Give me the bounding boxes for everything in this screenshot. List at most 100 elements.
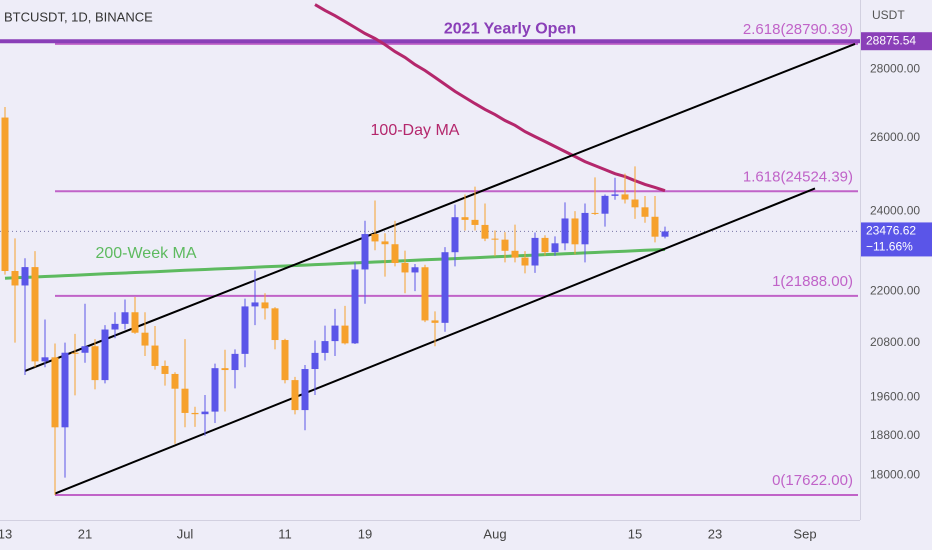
candle-body [491,238,499,240]
candle-body [461,217,469,220]
candle-body [331,325,339,342]
x-tick-label: 21 [78,526,92,541]
candle-body [31,267,39,362]
candle-body [641,207,649,217]
symbol-title: BTCUSDT, 1D, BINANCE [4,9,153,24]
y-tick-label: 19600.00 [870,389,920,403]
x-tick-label: 23 [708,526,722,541]
candle-body [281,340,289,381]
candle-body [591,212,599,214]
x-tick-label: 13 [0,526,12,541]
candle-body [361,234,369,270]
candle-body [111,323,119,330]
candle-body [231,353,239,371]
candle-body [501,239,509,251]
x-tick-label: 15 [628,526,642,541]
candle-body [521,257,529,266]
candle-body [391,244,399,263]
y-tick-label: 24000.00 [870,203,920,217]
candle-body [561,218,569,244]
candle-body [131,312,139,333]
candle-body [11,271,19,286]
x-tick-label: 19 [358,526,372,541]
candle-body [321,341,329,353]
fib-label: 1(21888.00) [772,273,853,290]
candle-body [81,346,89,353]
yearly-open-price: 28875.54 [866,33,916,47]
candle-body [291,380,299,411]
candle-body [201,411,209,415]
candle-body [41,357,49,362]
ma-label: 200-Week MA [95,245,196,262]
currency-label: USDT [872,8,905,22]
candle-body [481,224,489,239]
x-tick-label: 11 [278,526,292,541]
candle-body [381,241,389,245]
x-tick-label: Aug [483,526,506,541]
y-tick-label: 18800.00 [870,428,920,442]
candle-body [611,194,619,196]
candle-body [621,194,629,200]
candle-body [161,365,169,374]
candle-body [451,217,459,253]
last-price: 23476.62 [866,224,916,238]
candle-body [531,237,539,266]
yearly-open-box [861,32,932,51]
candle-body [441,252,449,323]
x-tick-label: Sep [793,526,816,541]
price-change: −11.66% [866,240,913,254]
candle-body [191,412,199,415]
candle-body [241,306,249,354]
fib-label: 0(17622.00) [772,472,853,489]
candle-body [121,312,129,324]
plot: 2.618(28790.39) 1.618(24524.39) 1(21888.00… [0,3,860,497]
candle-body [91,346,99,381]
trend-line [24,43,856,372]
x-tick-label: Jul [177,526,194,541]
candle-body [251,302,259,307]
candle-body [651,216,659,237]
candle-body [351,269,359,344]
candle-body [601,195,609,214]
candle-body [151,345,159,366]
candle-body [401,262,409,273]
ma-line [314,3,666,193]
candle-body [471,219,479,225]
fib-label: 2.618(28790.39) [743,21,853,38]
candle-body [371,234,379,242]
candle-body [571,218,579,245]
y-tick-label: 22000.00 [870,283,920,297]
candle-body [661,231,669,237]
candle-body [21,267,29,286]
candle-body [511,250,519,258]
candle-body [141,332,149,346]
candle-body [631,199,639,208]
candle-body [311,352,319,370]
candle-body [101,329,109,381]
candle-body [431,320,439,323]
yearly-open-label: 2021 Yearly Open [444,20,576,37]
candle-body [271,308,279,341]
ma-label: 100-Day MA [371,122,460,139]
candle-body [221,368,229,371]
candle-body [541,237,549,253]
fib-label: 1.618(24524.39) [743,168,853,185]
y-tick-label: 28000.00 [870,62,920,76]
candle-body [421,267,429,321]
y-tick-label: 18000.00 [870,468,920,482]
candle-body [411,267,419,273]
y-tick-label: 26000.00 [870,130,920,144]
candle-body [171,373,179,389]
candle-body [61,352,69,428]
last-price-box [861,222,932,257]
candle-body [181,388,189,413]
candle-body [341,325,349,344]
candle-body [301,369,309,411]
candle-body [1,117,9,272]
candle-body [551,243,559,253]
candle-body [581,212,589,245]
candle-body [211,368,219,412]
candle-body [71,352,79,354]
y-tick-label: 20800.00 [870,335,920,349]
